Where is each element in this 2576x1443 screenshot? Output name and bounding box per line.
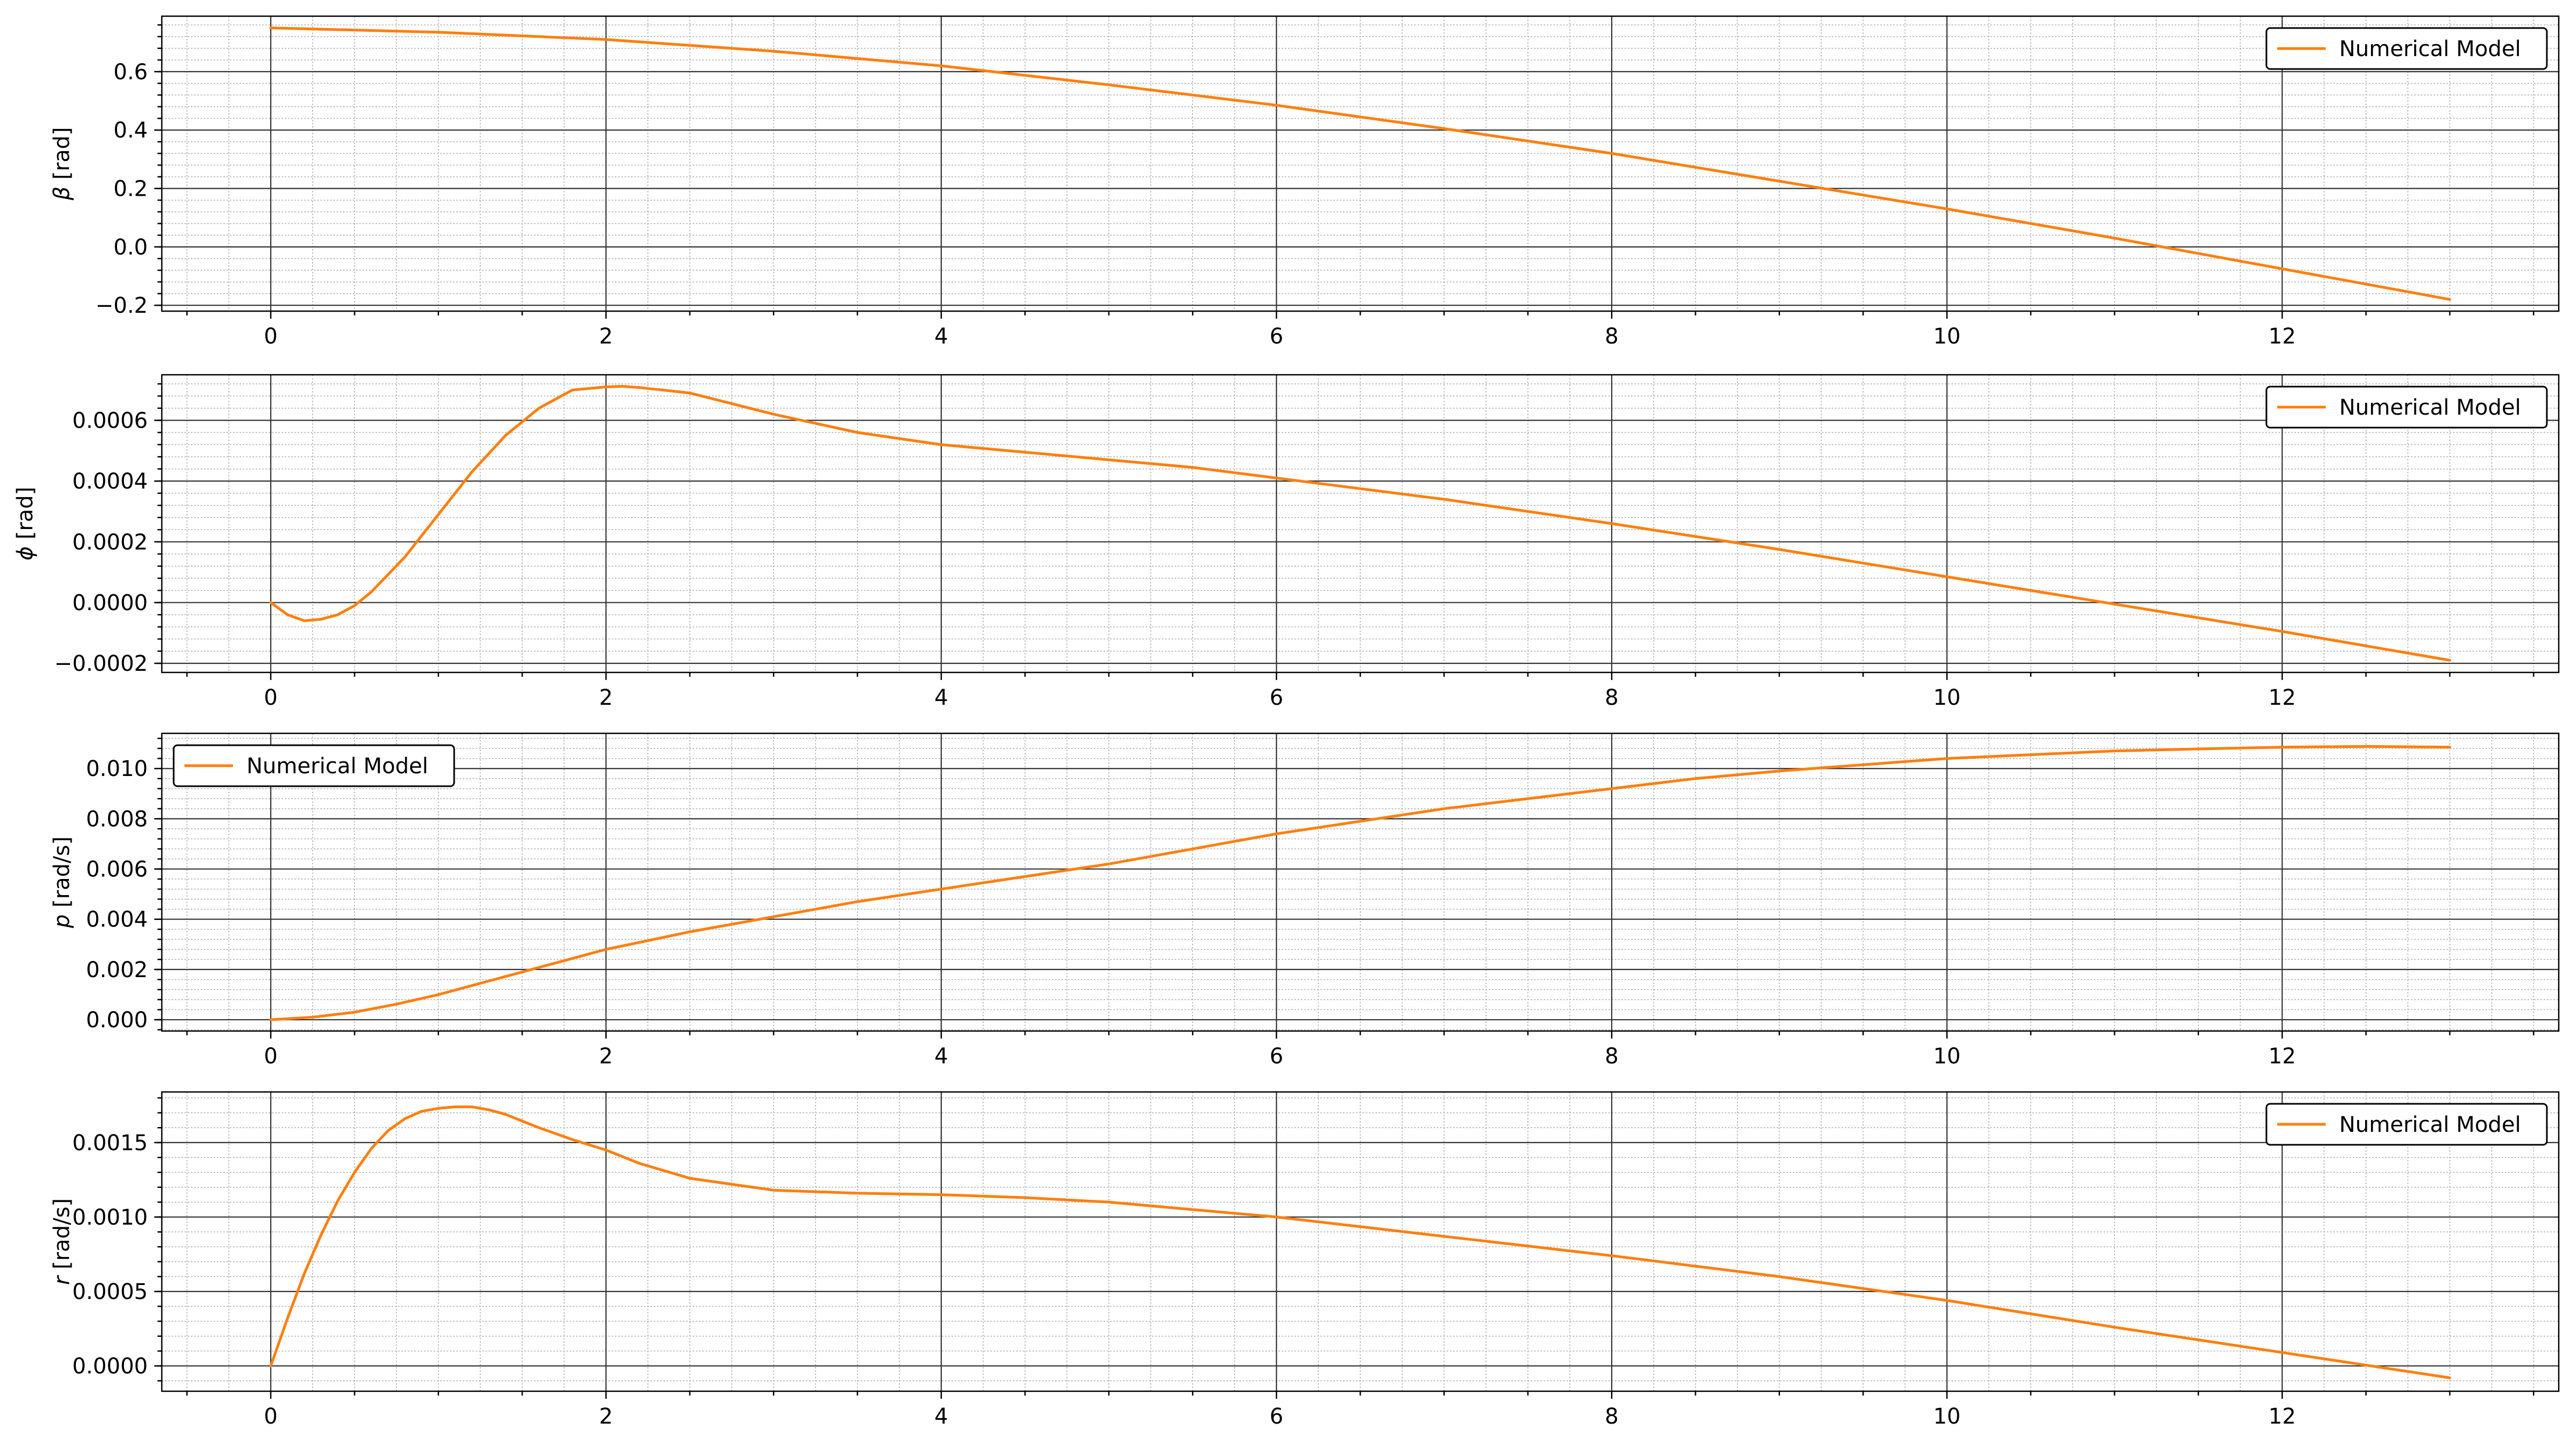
y-axis-label: r [rad/s] xyxy=(50,1198,74,1285)
x-tick-label: 6 xyxy=(1270,685,1283,710)
major-grid xyxy=(162,733,2559,1031)
y-axis-label-unit: [rad] xyxy=(50,127,74,187)
y-tick-label: 0.0000 xyxy=(72,590,148,615)
y-tick-label: 0.6 xyxy=(113,60,148,85)
x-tick-label: 8 xyxy=(1605,1404,1618,1429)
x-tick-label: 8 xyxy=(1605,1044,1618,1069)
y-tick-label: −0.2 xyxy=(95,293,148,318)
legend: Numerical Model xyxy=(2265,27,2548,70)
subplot-2: 0 2 4 6 8 10 12 −0.0002 0.0000 0.0002 0.0004 0.0006… xyxy=(13,374,2560,710)
y-axis-label-unit: [rad/s] xyxy=(50,1198,74,1276)
x-tick-label: 2 xyxy=(599,1044,613,1069)
series-line xyxy=(269,1105,2451,1379)
x-ticks xyxy=(186,311,2534,319)
y-tick-label: 0.4 xyxy=(113,118,148,143)
y-axis-label-symbol: p xyxy=(50,915,74,929)
legend-label: Numerical Model xyxy=(2339,395,2521,420)
legend: Numerical Model xyxy=(2265,386,2548,429)
y-ticks xyxy=(154,738,162,1030)
x-tick-label: 12 xyxy=(2269,1404,2296,1429)
y-tick-label: −0.0002 xyxy=(54,651,148,676)
series-line xyxy=(269,384,2451,662)
x-tick-label: 4 xyxy=(934,1044,948,1069)
x-tick-label: 0 xyxy=(264,685,277,710)
legend: Numerical Model xyxy=(2265,1103,2548,1146)
y-tick-label: 0.000 xyxy=(86,1008,148,1033)
x-tick-label: 2 xyxy=(599,685,613,710)
x-tick-label: 0 xyxy=(264,1404,277,1429)
legend: Numerical Model xyxy=(173,744,455,787)
x-tick-label: 4 xyxy=(934,324,948,349)
x-tick-label: 12 xyxy=(2269,324,2296,349)
x-tick-label: 6 xyxy=(1270,324,1283,349)
x-tick-label: 2 xyxy=(599,1404,613,1429)
y-tick-label: 0.010 xyxy=(86,757,148,781)
y-tick-label: 0.0004 xyxy=(72,469,148,494)
x-ticks xyxy=(186,1391,2534,1399)
y-tick-label: 0.006 xyxy=(86,857,148,882)
y-tick-label: 0.0 xyxy=(113,235,148,260)
y-tick-label: 0.0002 xyxy=(72,530,148,555)
major-grid xyxy=(162,375,2559,672)
x-tick-label: 0 xyxy=(264,1044,277,1069)
x-tick-label: 10 xyxy=(1933,324,1961,349)
legend-frame xyxy=(2265,27,2548,70)
subplot-4: 0 2 4 6 8 10 12 0.0000 0.0005 0.0010 0.0015 r [rad/… xyxy=(50,1091,2560,1429)
y-tick-label: 0.0006 xyxy=(72,408,148,433)
x-tick-label: 4 xyxy=(934,685,948,710)
y-axis-label: ϕ [rad] xyxy=(13,487,38,561)
subplot-1: 0 2 4 6 8 10 12 −0.2 0.0 0.2 0.4 0.6 β [rad] Numerica… xyxy=(50,15,2560,349)
y-tick-label: 0.2 xyxy=(113,177,148,202)
y-axis-label: p [rad/s] xyxy=(50,836,74,929)
y-tick-label: 0.008 xyxy=(86,807,148,832)
x-tick-label: 0 xyxy=(264,324,277,349)
x-ticks xyxy=(186,1031,2534,1039)
y-tick-label: 0.0010 xyxy=(72,1205,148,1230)
x-tick-label: 10 xyxy=(1933,1044,1961,1069)
x-tick-label: 10 xyxy=(1933,1404,1961,1429)
y-axis-label-symbol: ϕ xyxy=(13,546,38,560)
x-tick-label: 4 xyxy=(934,1404,948,1429)
x-tick-label: 2 xyxy=(599,324,613,349)
y-axis-label-symbol: β xyxy=(50,187,74,201)
y-axis-label-unit: [rad/s] xyxy=(50,836,74,915)
x-tick-label: 8 xyxy=(1605,685,1618,710)
y-axis-label-symbol: r xyxy=(50,1275,74,1285)
x-tick-label: 12 xyxy=(2269,1044,2296,1069)
y-ticks xyxy=(154,383,162,664)
y-ticks xyxy=(154,24,162,306)
y-tick-label: 0.0000 xyxy=(72,1354,148,1379)
y-axis-label-unit: [rad] xyxy=(13,487,38,546)
y-axis-label: β [rad] xyxy=(50,127,74,201)
legend-frame xyxy=(173,744,455,787)
x-tick-label: 8 xyxy=(1605,324,1618,349)
y-ticks xyxy=(154,1097,162,1382)
major-grid xyxy=(162,1092,2559,1391)
x-tick-label: 6 xyxy=(1270,1044,1283,1069)
y-tick-label: 0.002 xyxy=(86,958,148,982)
y-tick-label: 0.004 xyxy=(86,908,148,932)
legend-label: Numerical Model xyxy=(246,754,428,779)
x-tick-label: 12 xyxy=(2269,685,2296,710)
legend-frame xyxy=(2265,1103,2548,1146)
y-tick-label: 0.0005 xyxy=(72,1280,148,1304)
legend-label: Numerical Model xyxy=(2339,37,2521,61)
subplot-3: 0 2 4 6 8 10 12 0.000 0.002 0.004 0.006 0.008 0.010 p… xyxy=(50,732,2560,1069)
series-line xyxy=(269,745,2451,1021)
series-line xyxy=(269,26,2451,301)
legend-label: Numerical Model xyxy=(2339,1112,2521,1137)
x-ticks xyxy=(186,672,2534,680)
y-tick-label: 0.0015 xyxy=(72,1131,148,1156)
x-tick-label: 6 xyxy=(1270,1404,1283,1429)
legend-frame xyxy=(2265,386,2548,429)
x-tick-label: 10 xyxy=(1933,685,1961,710)
